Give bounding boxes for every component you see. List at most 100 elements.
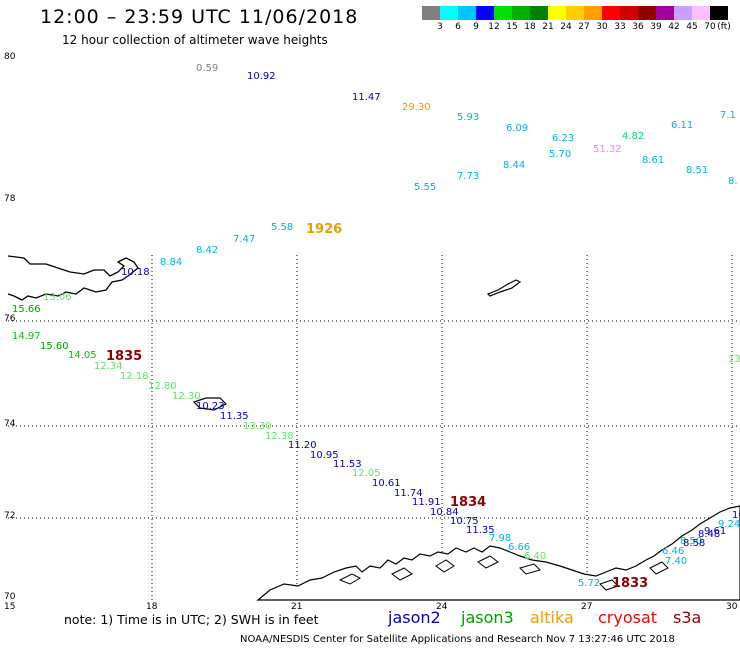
legend-jason3: jason3 bbox=[461, 608, 514, 627]
lon-label-30: 30 bbox=[726, 602, 738, 612]
lon-label-24: 24 bbox=[436, 602, 448, 612]
wave-height-value: 13.30 bbox=[243, 421, 272, 432]
legend-label: 45 bbox=[686, 22, 698, 32]
legend-swatch bbox=[620, 6, 638, 20]
wave-height-value: 7.73 bbox=[457, 171, 480, 182]
legend-label: 70 bbox=[704, 22, 716, 32]
wave-height-value: 12.30 bbox=[172, 391, 201, 402]
page-subtitle: 12 hour collection of altimeter wave hei… bbox=[62, 33, 328, 47]
wave-height-value: 6.11 bbox=[671, 120, 694, 131]
credit-line: NOAA/NESDIS Center for Satellite Applica… bbox=[240, 634, 675, 645]
wave-height-value: 5.58 bbox=[271, 222, 294, 233]
legend-swatch bbox=[656, 6, 674, 20]
legend-swatch bbox=[512, 6, 530, 20]
wave-height-value: 10.61 bbox=[372, 478, 401, 489]
pass-time-label: 1833 bbox=[612, 576, 649, 591]
legend-label: 42 bbox=[668, 22, 680, 32]
legend-label: (ft) bbox=[717, 22, 731, 32]
wave-height-value: 5.70 bbox=[549, 149, 572, 160]
wave-height-value: 14.05 bbox=[68, 350, 97, 361]
lat-label-80: 80 bbox=[4, 52, 16, 62]
legend-swatch bbox=[458, 6, 476, 20]
wave-height-value: 11.35 bbox=[466, 525, 495, 536]
norway-islands bbox=[338, 555, 669, 591]
footnote: note: 1) Time is in UTC; 2) SWH is in fe… bbox=[64, 612, 319, 627]
legend-swatch bbox=[440, 6, 458, 20]
norway-coastline bbox=[256, 505, 740, 601]
wave-height-value: 6.46 bbox=[662, 546, 685, 557]
legend-label: 9 bbox=[473, 22, 479, 32]
wave-height-value: 5.72 bbox=[578, 578, 601, 589]
wave-height-value: 8.58 bbox=[683, 538, 706, 549]
wave-height-value: 6.09 bbox=[506, 123, 529, 134]
wave-height-value: 6.40 bbox=[524, 551, 547, 562]
legend-swatch bbox=[692, 6, 710, 20]
wave-height-value: 7.40 bbox=[665, 556, 688, 567]
wave-height-value: 51.32 bbox=[593, 144, 622, 155]
wave-height-value: 7.47 bbox=[233, 234, 256, 245]
wave-height-value: 5.55 bbox=[414, 182, 437, 193]
wave-height-value: 6.66 bbox=[508, 542, 531, 553]
page-title: 12:00 – 23:59 UTC 11/06/2018 bbox=[40, 6, 359, 28]
wave-height-value: 12.05 bbox=[352, 468, 381, 479]
wave-height-value: 12.80 bbox=[148, 381, 177, 392]
wave-height-value: 12.18 bbox=[120, 371, 149, 382]
wave-height-value: 8.84 bbox=[160, 257, 183, 268]
lon-label-27: 27 bbox=[581, 602, 593, 612]
wave-height-value: 5.93 bbox=[457, 112, 480, 123]
wave-height-value: 7.98 bbox=[489, 533, 512, 544]
wave-height-value: 10.23 bbox=[196, 401, 225, 412]
svalbard-coastline bbox=[7, 255, 139, 301]
wave-height-value: 4.82 bbox=[622, 131, 645, 142]
legend-swatch bbox=[674, 6, 692, 20]
wave-height-value: 13 bbox=[728, 354, 740, 365]
legend-jason2: jason2 bbox=[388, 608, 441, 627]
lon-label-21: 21 bbox=[291, 602, 303, 612]
legend-label: 15 bbox=[506, 22, 518, 32]
legend-swatch bbox=[602, 6, 620, 20]
wave-height-value: 11.53 bbox=[333, 459, 362, 470]
wave-height-value: 10.84 bbox=[430, 507, 459, 518]
wave-height-value: 10.92 bbox=[247, 71, 276, 82]
legend-label: 21 bbox=[542, 22, 554, 32]
wave-height-value: 10 bbox=[732, 510, 740, 521]
lon-label-18: 18 bbox=[146, 602, 158, 612]
wave-height-value: 12.38 bbox=[265, 431, 294, 442]
legend-altika: altika bbox=[530, 608, 574, 627]
wave-height-value: 15.66 bbox=[12, 304, 41, 315]
wave-height-value: 8.61 bbox=[642, 155, 665, 166]
legend-label: 18 bbox=[524, 22, 536, 32]
wave-height-value: 11.74 bbox=[394, 488, 423, 499]
wave-height-value: 9.24 bbox=[718, 519, 740, 530]
wave-height-value: 13.06 bbox=[43, 292, 72, 303]
legend-label: 6 bbox=[455, 22, 461, 32]
legend-swatch bbox=[638, 6, 656, 20]
wave-height-value: 7.1 bbox=[720, 110, 736, 121]
legend-label: 30 bbox=[596, 22, 608, 32]
wave-height-value: 10.95 bbox=[310, 450, 339, 461]
lat-label-72: 72 bbox=[4, 511, 16, 521]
color-legend-bar bbox=[422, 6, 728, 20]
legend-label: 33 bbox=[614, 22, 626, 32]
wave-height-value: 11.35 bbox=[220, 411, 249, 422]
wave-height-value: 11.47 bbox=[352, 92, 381, 103]
lat-label-76: 76 bbox=[4, 314, 16, 324]
legend-label: 36 bbox=[632, 22, 644, 32]
legend-swatch bbox=[548, 6, 566, 20]
wave-height-value: 15.60 bbox=[40, 341, 69, 352]
wave-height-value: 10.18 bbox=[121, 267, 150, 278]
wave-height-value: 8.48 bbox=[698, 529, 721, 540]
lat-label-78: 78 bbox=[4, 194, 16, 204]
bear-island bbox=[192, 397, 228, 411]
pass-time-label: 1835 bbox=[106, 349, 143, 364]
wave-height-value: 29.30 bbox=[402, 102, 431, 113]
wave-height-value: 8.44 bbox=[503, 160, 526, 171]
wave-height-value: 8. bbox=[728, 176, 738, 187]
wave-height-value: 8.42 bbox=[196, 245, 219, 256]
legend-label: 3 bbox=[437, 22, 443, 32]
wave-height-value: 8.51 bbox=[686, 165, 709, 176]
legend-label: 12 bbox=[488, 22, 500, 32]
legend-swatch bbox=[494, 6, 512, 20]
wave-height-value: 11.91 bbox=[412, 497, 441, 508]
